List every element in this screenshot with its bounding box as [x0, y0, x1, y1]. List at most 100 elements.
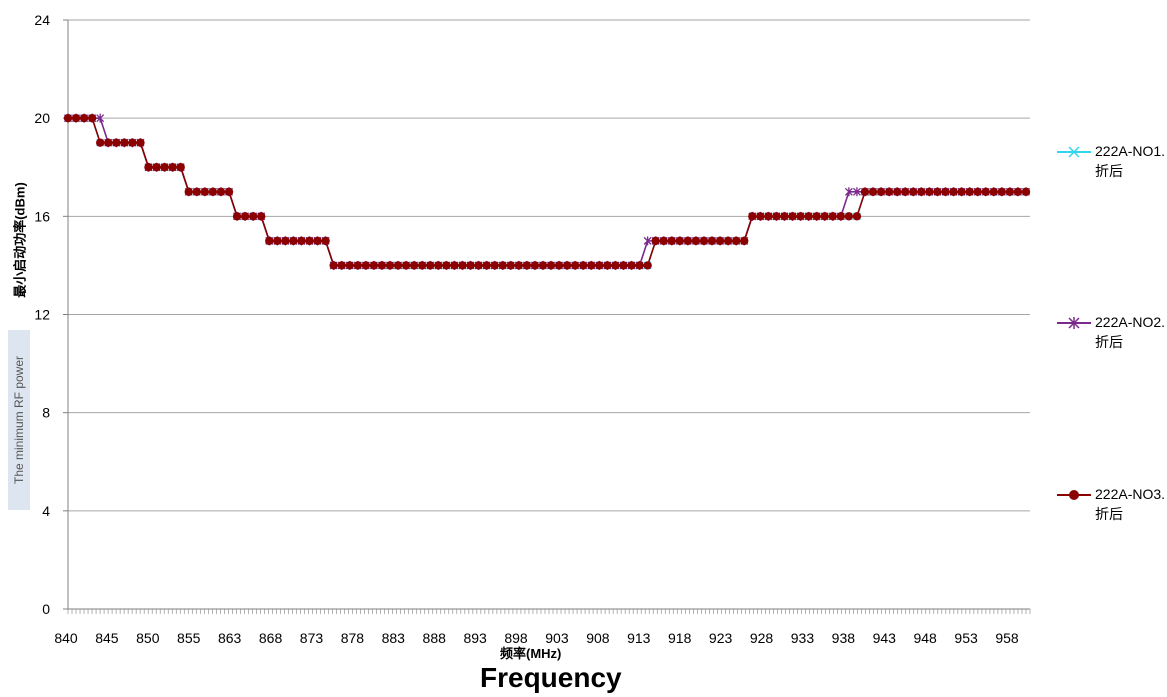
data-point: [321, 237, 329, 245]
data-point: [772, 212, 780, 220]
data-point: [668, 237, 676, 245]
series-3: [64, 114, 1030, 270]
data-point: [193, 188, 201, 196]
data-point: [788, 212, 796, 220]
data-point: [507, 261, 515, 269]
x-tick-label: 840: [54, 630, 78, 646]
data-point: [829, 212, 837, 220]
x-tick-label: 918: [668, 630, 692, 646]
data-point: [442, 261, 450, 269]
y-tick-label: 20: [34, 110, 50, 126]
x-tick-label: 928: [750, 630, 774, 646]
data-point: [837, 212, 845, 220]
x-axis-label: 频率(MHz): [500, 643, 561, 662]
y-axis-label-en: The minimum RF power: [8, 330, 30, 510]
y-tick-label: 8: [42, 405, 50, 421]
data-point: [209, 188, 217, 196]
y-tick-labels: 04812162024: [34, 12, 50, 617]
data-point: [289, 237, 297, 245]
data-point: [982, 188, 990, 196]
data-point: [394, 261, 402, 269]
data-point: [909, 188, 917, 196]
data-point: [571, 261, 579, 269]
x-tick-label: 913: [627, 630, 651, 646]
data-point: [531, 261, 539, 269]
data-point: [265, 237, 273, 245]
data-point: [555, 261, 563, 269]
data-point: [635, 261, 643, 269]
data-point: [386, 261, 394, 269]
data-point: [893, 188, 901, 196]
data-point: [756, 212, 764, 220]
data-point: [466, 261, 474, 269]
data-point: [88, 114, 96, 122]
data-point: [764, 212, 772, 220]
data-point: [547, 261, 555, 269]
data-point: [1022, 188, 1030, 196]
data-point: [313, 237, 321, 245]
data-point: [812, 212, 820, 220]
data-point: [64, 114, 72, 122]
data-point: [338, 261, 346, 269]
data-point: [418, 261, 426, 269]
data-point: [796, 212, 804, 220]
data-point: [692, 237, 700, 245]
data-point: [346, 261, 354, 269]
data-point: [821, 212, 829, 220]
data-point: [716, 237, 724, 245]
data-point: [362, 261, 370, 269]
data-point: [152, 163, 160, 171]
data-point: [515, 261, 523, 269]
data-point: [563, 261, 571, 269]
data-point: [249, 212, 257, 220]
data-point: [1014, 188, 1022, 196]
data-point: [990, 188, 998, 196]
data-point: [104, 139, 112, 147]
x-tick-label: 923: [709, 630, 733, 646]
data-point: [80, 114, 88, 122]
data-point: [627, 261, 635, 269]
data-point: [845, 212, 853, 220]
data-point: [869, 188, 877, 196]
x-tick-label: 845: [95, 630, 119, 646]
data-point: [144, 163, 152, 171]
data-point: [450, 261, 458, 269]
y-tick-label: 12: [34, 307, 50, 323]
y-tick-label: 16: [34, 208, 50, 224]
data-point: [732, 237, 740, 245]
data-point: [965, 188, 973, 196]
legend-label: 222A-NO2.折后: [1095, 312, 1167, 352]
data-point: [136, 139, 144, 147]
data-point: [611, 261, 619, 269]
data-point: [120, 139, 128, 147]
data-point: [185, 188, 193, 196]
data-point: [434, 261, 442, 269]
axes: [63, 20, 1030, 614]
data-point: [724, 237, 732, 245]
data-point: [482, 261, 490, 269]
data-point: [748, 212, 756, 220]
data-point: [177, 163, 185, 171]
data-point: [804, 212, 812, 220]
x-tick-label: 933: [791, 630, 815, 646]
data-point: [643, 261, 651, 269]
data-point: [160, 163, 168, 171]
data-point: [112, 139, 120, 147]
data-point: [458, 261, 466, 269]
legend-label: 222A-NO1.折后: [1095, 141, 1167, 181]
legend-item-no2: 222A-NO2.折后: [1055, 313, 1165, 363]
data-point: [539, 261, 547, 269]
data-point: [523, 261, 531, 269]
data-point: [780, 212, 788, 220]
data-point: [676, 237, 684, 245]
data-point: [72, 114, 80, 122]
data-point: [96, 139, 104, 147]
data-point: [861, 188, 869, 196]
x-tick-label: 893: [463, 630, 487, 646]
data-point: [281, 237, 289, 245]
data-point: [257, 212, 265, 220]
data-point: [305, 237, 313, 245]
data-point: [402, 261, 410, 269]
data-point: [740, 237, 748, 245]
x-axis-label-en: Frequency: [480, 662, 622, 694]
